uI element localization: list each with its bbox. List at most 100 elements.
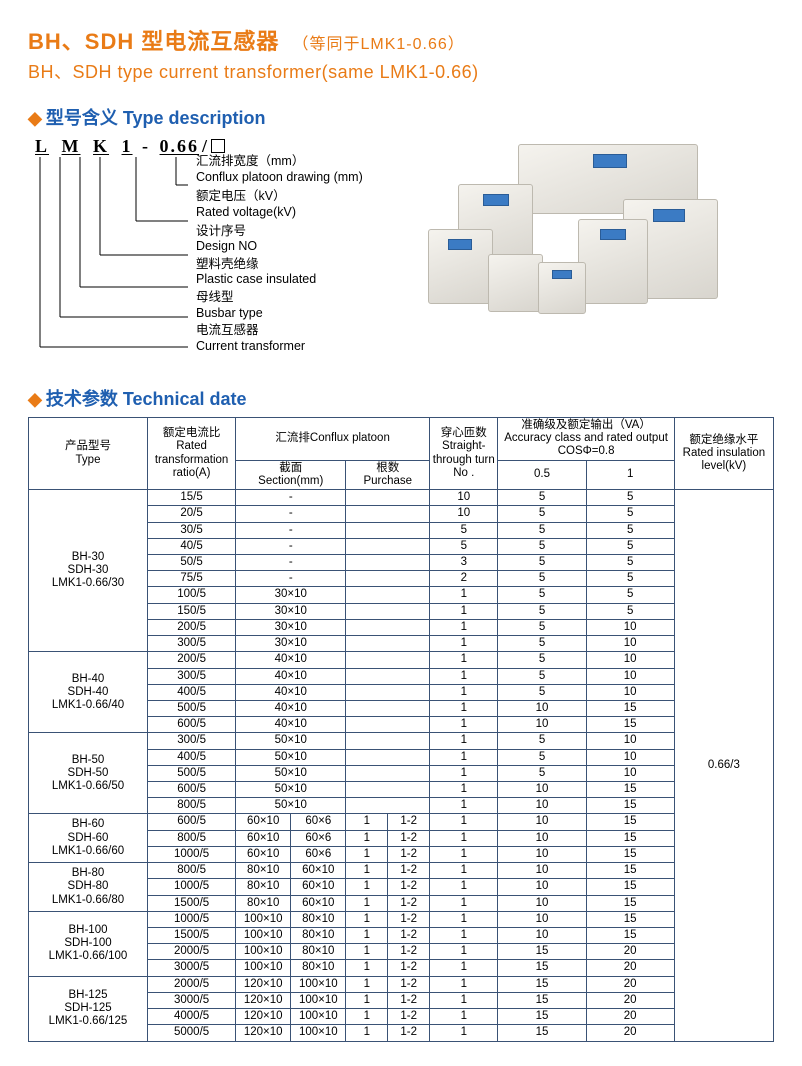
- table-cell: 300/5: [148, 733, 236, 749]
- table-row: BH-125SDH-125LMK1-0.66/1252000/5120×1010…: [29, 976, 774, 992]
- table-cell: -: [236, 571, 346, 587]
- table-cell: 10: [498, 863, 586, 879]
- table-cell: 1: [430, 928, 498, 944]
- table-cell: 15: [586, 717, 674, 733]
- table-cell: 100×10: [291, 1009, 346, 1025]
- table-cell: 10: [498, 911, 586, 927]
- branch-labels: 汇流排宽度（mm）Conflux platoon drawing (mm) 额定…: [196, 164, 363, 357]
- table-cell: 1: [430, 587, 498, 603]
- table-cell: 600/5: [148, 814, 236, 830]
- table-cell: 600/5: [148, 717, 236, 733]
- table-cell: 1: [346, 879, 388, 895]
- table-cell: 2000/5: [148, 944, 236, 960]
- table-cell: 5: [498, 538, 586, 554]
- table-cell: 15: [586, 863, 674, 879]
- table-cell: 10: [430, 490, 498, 506]
- table-cell: 1-2: [388, 992, 430, 1008]
- table-cell: 600/5: [148, 782, 236, 798]
- product-photo: [428, 144, 728, 334]
- placeholder-box-icon: [211, 139, 225, 153]
- table-cell: 1: [430, 749, 498, 765]
- table-cell: 40×10: [236, 700, 346, 716]
- table-cell: 30×10: [236, 587, 346, 603]
- table-cell: 60×10: [291, 879, 346, 895]
- table-cell: 20: [586, 960, 674, 976]
- table-cell: -: [236, 554, 346, 570]
- table-cell: [346, 538, 430, 554]
- table-cell: 300/5: [148, 668, 236, 684]
- table-cell: 1500/5: [148, 895, 236, 911]
- type-cell: BH-60SDH-60LMK1-0.66/60: [29, 814, 148, 863]
- table-cell: [346, 571, 430, 587]
- table-cell: 15: [498, 944, 586, 960]
- table-cell: 30×10: [236, 636, 346, 652]
- table-cell: 150/5: [148, 603, 236, 619]
- table-cell: 1: [430, 944, 498, 960]
- table-cell: [346, 700, 430, 716]
- type-cell: BH-50SDH-50LMK1-0.66/50: [29, 733, 148, 814]
- table-cell: 1: [430, 830, 498, 846]
- table-cell: 1: [430, 782, 498, 798]
- table-cell: 1: [430, 976, 498, 992]
- table-cell: 100×10: [291, 1025, 346, 1041]
- table-cell: 100×10: [291, 992, 346, 1008]
- table-cell: 1: [430, 700, 498, 716]
- table-cell: 4000/5: [148, 1009, 236, 1025]
- table-cell: 20: [586, 992, 674, 1008]
- table-cell: 1: [430, 1009, 498, 1025]
- table-cell: 60×10: [291, 863, 346, 879]
- table-cell: 1: [346, 814, 388, 830]
- table-cell: 1: [346, 911, 388, 927]
- table-cell: 1: [430, 879, 498, 895]
- table-cell: 15: [586, 928, 674, 944]
- table-cell: 1: [430, 960, 498, 976]
- table-cell: 2000/5: [148, 976, 236, 992]
- table-cell: 50×10: [236, 733, 346, 749]
- table-cell: 5000/5: [148, 1025, 236, 1041]
- table-cell: 15: [586, 830, 674, 846]
- table-cell: 10: [498, 782, 586, 798]
- table-cell: 80×10: [291, 960, 346, 976]
- type-cell: BH-100SDH-100LMK1-0.66/100: [29, 911, 148, 976]
- table-cell: 800/5: [148, 863, 236, 879]
- table-cell: 100×10: [236, 911, 291, 927]
- table-cell: 5: [498, 490, 586, 506]
- table-cell: 5: [586, 587, 674, 603]
- table-cell: 5: [586, 603, 674, 619]
- table-cell: 1-2: [388, 976, 430, 992]
- table-cell: [346, 490, 430, 506]
- table-cell: 1: [430, 636, 498, 652]
- table-cell: [346, 554, 430, 570]
- table-cell: 5: [498, 506, 586, 522]
- table-cell: 15: [586, 846, 674, 862]
- table-cell: 5: [430, 538, 498, 554]
- table-cell: [346, 717, 430, 733]
- table-cell: 500/5: [148, 700, 236, 716]
- table-row: BH-40SDH-40LMK1-0.66/40200/540×101510: [29, 652, 774, 668]
- table-cell: 15: [498, 1009, 586, 1025]
- table-cell: 1000/5: [148, 911, 236, 927]
- type-cell: BH-40SDH-40LMK1-0.66/40: [29, 652, 148, 733]
- table-cell: 5: [498, 668, 586, 684]
- table-cell: [346, 603, 430, 619]
- table-cell: 300/5: [148, 636, 236, 652]
- table-cell: -: [236, 490, 346, 506]
- table-cell: 1-2: [388, 830, 430, 846]
- table-cell: 10: [586, 636, 674, 652]
- technical-data-table: 产品型号Type 额定电流比Rated transformation ratio…: [28, 417, 774, 1042]
- insulation-cell: 0.66/3: [674, 490, 773, 1041]
- table-cell: 40/5: [148, 538, 236, 554]
- table-cell: 60×10: [236, 830, 291, 846]
- table-cell: 1: [346, 1025, 388, 1041]
- table-cell: 15: [586, 911, 674, 927]
- table-cell: 1: [346, 846, 388, 862]
- table-cell: 1: [346, 928, 388, 944]
- table-cell: 5: [586, 522, 674, 538]
- table-cell: [346, 506, 430, 522]
- table-cell: 80×10: [236, 879, 291, 895]
- table-cell: -: [236, 522, 346, 538]
- section-type-desc: ◆型号含义 Type description: [28, 104, 774, 130]
- table-cell: [346, 522, 430, 538]
- table-cell: 40×10: [236, 684, 346, 700]
- table-cell: 1: [430, 619, 498, 635]
